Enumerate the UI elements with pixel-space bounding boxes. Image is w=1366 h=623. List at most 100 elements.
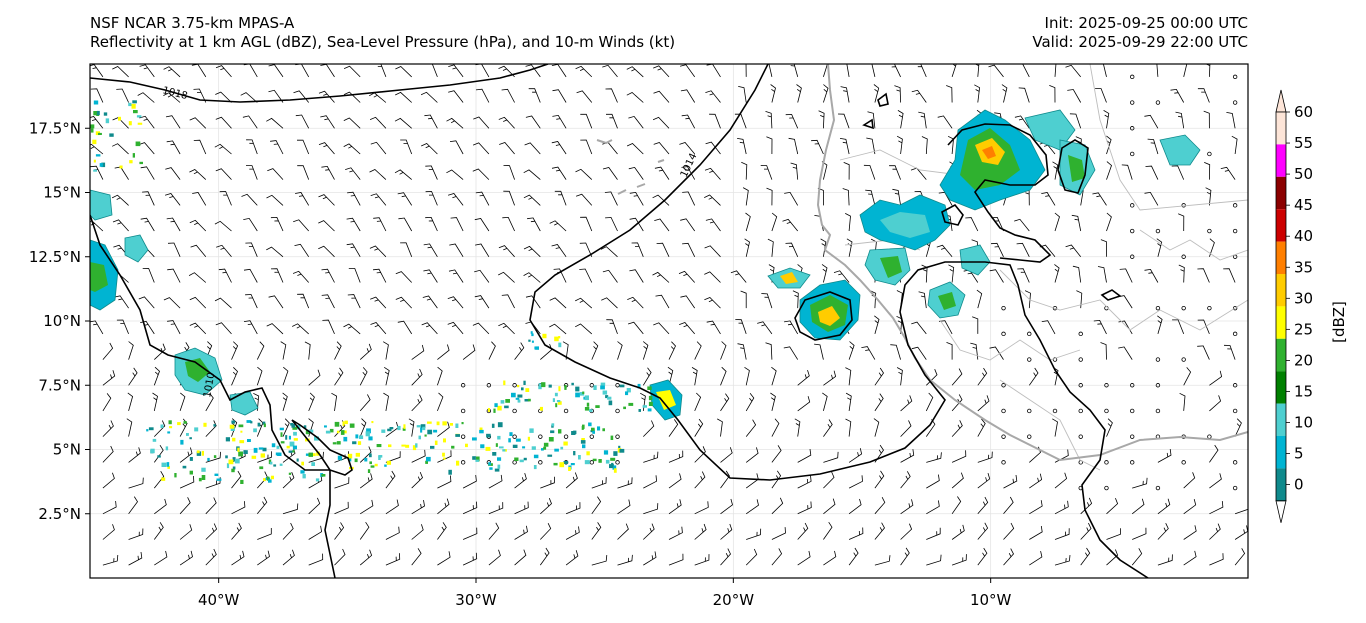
wind-barb [896, 135, 903, 155]
wind-barb [554, 190, 567, 206]
wind-barb [523, 194, 541, 206]
reflectivity-speckle [586, 451, 590, 456]
wind-barb [1118, 346, 1133, 360]
reflectivity-speckle [547, 454, 553, 457]
reflectivity-speckle [570, 463, 575, 466]
calm-wind-marker [1129, 151, 1135, 157]
wind-barb [970, 342, 979, 360]
wind-barb [424, 114, 438, 129]
wind-barb [900, 523, 913, 540]
wind-barb [1132, 527, 1147, 540]
reflectivity-speckle [493, 408, 496, 413]
wind-barb [653, 90, 670, 103]
wind-barb [423, 269, 438, 283]
wind-barb [823, 370, 837, 386]
wind-barb [1014, 218, 1030, 232]
calm-wind-marker [1181, 254, 1186, 259]
calm-wind-marker [1104, 485, 1109, 491]
wind-barb [1209, 444, 1219, 463]
wind-barb [189, 219, 207, 232]
calm-wind-marker [615, 460, 620, 465]
wind-barb [282, 392, 288, 412]
wind-barb [266, 117, 284, 129]
calm-wind-marker [1001, 383, 1006, 388]
reflectivity-speckle [582, 391, 585, 395]
reflectivity-speckle [602, 390, 608, 395]
reflectivity-speckle [189, 470, 193, 475]
reflectivity-speckle [201, 450, 204, 456]
wind-barb [382, 341, 389, 360]
wind-barb [373, 217, 387, 232]
wind-barb [246, 139, 258, 155]
calm-wind-marker [460, 408, 466, 414]
reflectivity-speckle [551, 423, 555, 427]
wind-barb [370, 141, 387, 155]
reflectivity-speckle [305, 430, 310, 435]
wind-barb [694, 523, 707, 540]
wind-barb [1024, 290, 1031, 309]
wind-barb [385, 470, 396, 489]
wind-barb [977, 367, 988, 386]
wind-barb [705, 218, 721, 232]
wind-barb [394, 169, 412, 180]
reflectivity-speckle [558, 386, 561, 392]
wind-barb [988, 64, 1004, 78]
wind-barb [474, 218, 490, 232]
reflectivity-speckle [610, 435, 614, 440]
reflectivity-speckle [610, 457, 616, 461]
wind-barb [788, 137, 799, 155]
wind-barb [822, 392, 828, 412]
wind-barb [720, 341, 727, 360]
wind-barb [1049, 85, 1056, 103]
wind-barb [1157, 498, 1171, 515]
wind-barb [629, 217, 644, 232]
reflectivity-speckle [303, 425, 307, 429]
wind-barb [1234, 548, 1246, 566]
wind-barb [462, 344, 476, 360]
reflectivity-speckle [213, 424, 216, 427]
reflectivity-speckle [135, 141, 141, 147]
reflectivity-speckle [494, 403, 498, 408]
wind-barb [951, 450, 967, 463]
wind-barb [142, 191, 155, 206]
wind-barb [737, 138, 747, 155]
reflectivity-speckle [541, 382, 546, 388]
wind-barb [179, 447, 193, 463]
wind-barb [1157, 449, 1172, 463]
wind-barb [782, 218, 799, 232]
wind-barb [848, 475, 863, 489]
reflectivity-speckle [157, 455, 161, 458]
wind-barb [1054, 64, 1057, 77]
wind-barb [946, 342, 953, 360]
wind-barb [1080, 522, 1092, 540]
reflectivity-speckle [613, 451, 618, 456]
wind-barb [294, 243, 310, 258]
wind-barb [1052, 161, 1059, 180]
wind-barb [425, 165, 438, 180]
wind-barb [293, 219, 309, 232]
wind-barb [654, 218, 670, 232]
wind-barb [900, 471, 911, 489]
wind-barb [268, 89, 284, 103]
wind-barb [1054, 264, 1060, 283]
reflectivity-speckle [378, 455, 383, 458]
wind-barb [411, 471, 423, 489]
reflectivity-speckle [314, 436, 319, 441]
wind-barb [606, 319, 618, 335]
wind-barb [823, 521, 833, 540]
reflectivity-speckle [603, 450, 609, 455]
reflectivity-speckle [578, 455, 581, 460]
reflectivity-speckle [647, 408, 652, 412]
wind-barb [90, 88, 104, 103]
reflectivity-speckle [487, 408, 490, 412]
wind-barb [231, 550, 245, 566]
wind-barb [111, 194, 129, 206]
wind-barb [308, 369, 321, 386]
reflectivity-speckle [605, 395, 609, 399]
wind-barb [845, 418, 852, 437]
wind-barb [153, 522, 164, 540]
wind-barb [643, 503, 659, 515]
wind-barb [705, 141, 721, 155]
wind-barb [370, 193, 387, 206]
reflectivity-speckle [334, 421, 340, 427]
